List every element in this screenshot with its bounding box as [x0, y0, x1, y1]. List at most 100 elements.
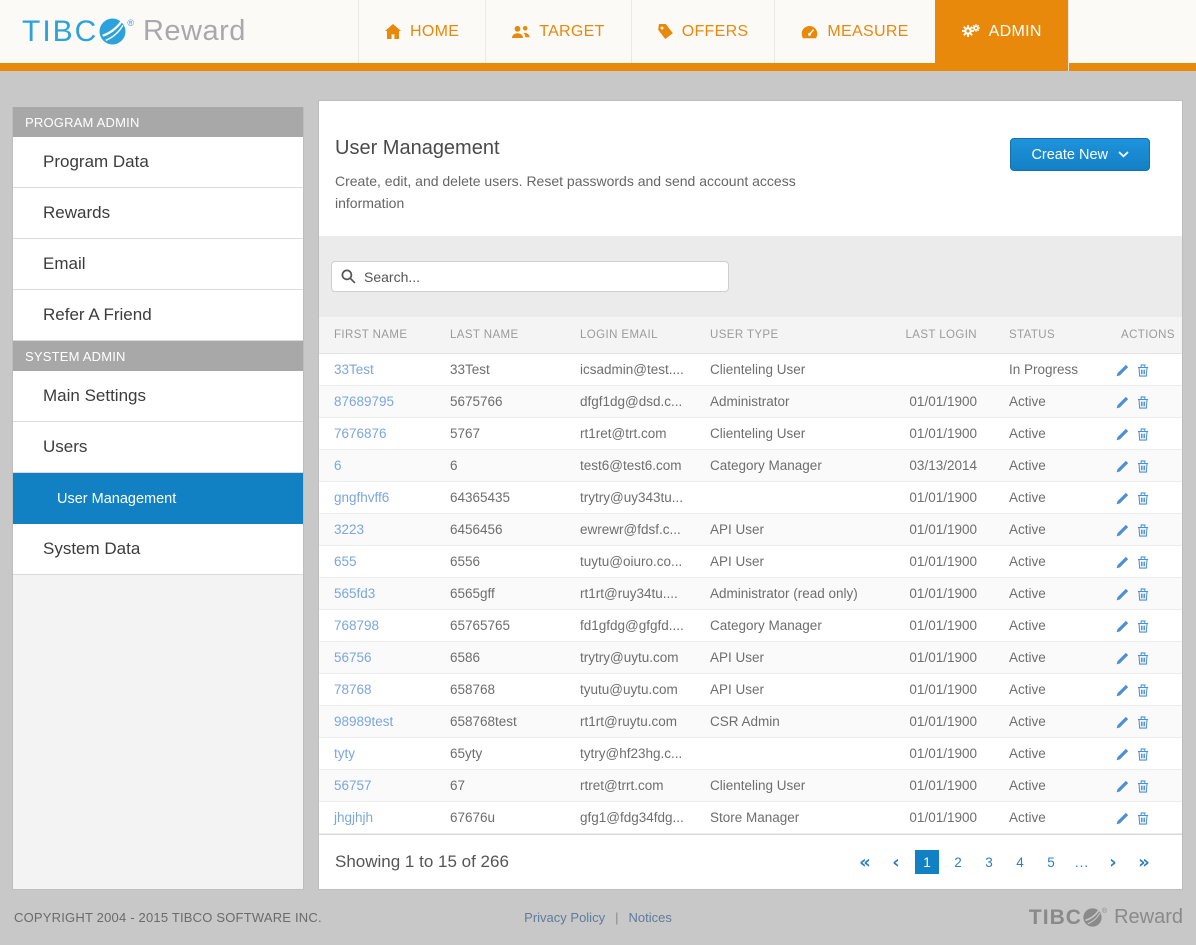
delete-icon[interactable] — [1137, 812, 1149, 825]
edit-icon[interactable] — [1116, 620, 1129, 633]
delete-icon[interactable] — [1137, 620, 1149, 633]
next-page-icon[interactable]: › — [1109, 851, 1117, 873]
cell-last-name: 65yty — [450, 737, 580, 771]
edit-icon[interactable] — [1116, 524, 1129, 537]
sidebar-item-program-data[interactable]: Program Data — [13, 137, 303, 188]
nav-tab-offers[interactable]: OFFERS — [630, 0, 775, 63]
edit-icon[interactable] — [1116, 716, 1129, 729]
first-page-icon[interactable]: « — [859, 851, 871, 873]
footer-link-privacy-policy[interactable]: Privacy Policy — [524, 910, 606, 925]
cell-user-type — [710, 481, 890, 515]
cell-login-email: ewrewr@fdsf.c... — [580, 513, 710, 547]
cell-login-email: trytry@uytu.com — [580, 641, 710, 675]
cell-actions — [1094, 513, 1182, 547]
col-actions: ACTIONS — [1094, 316, 1182, 355]
delete-icon[interactable] — [1137, 588, 1149, 601]
edit-icon[interactable] — [1116, 428, 1129, 441]
cell-login-email: rt1ret@trt.com — [580, 417, 710, 451]
edit-icon[interactable] — [1116, 396, 1129, 409]
edit-icon[interactable] — [1116, 460, 1129, 473]
user-link[interactable]: 3223 — [334, 522, 365, 538]
nav-tab-measure[interactable]: MEASURE — [774, 0, 934, 63]
create-new-button[interactable]: Create New — [1010, 138, 1150, 171]
user-link[interactable]: 768798 — [334, 618, 380, 634]
delete-icon[interactable] — [1137, 716, 1149, 729]
cell-last-name: 64365435 — [450, 481, 580, 515]
delete-icon[interactable] — [1137, 556, 1149, 569]
edit-icon[interactable] — [1116, 364, 1129, 377]
user-link[interactable]: 7676876 — [334, 426, 387, 442]
user-link[interactable]: 56757 — [334, 778, 372, 794]
user-link[interactable]: 655 — [334, 554, 357, 570]
sidebar-item-users[interactable]: Users — [13, 422, 303, 473]
edit-icon[interactable] — [1116, 780, 1129, 793]
sidebar-item-main-settings[interactable]: Main Settings — [13, 371, 303, 422]
delete-icon[interactable] — [1137, 780, 1149, 793]
user-link[interactable]: 87689795 — [334, 394, 395, 410]
cell-login-email: tuytu@oiuro.co... — [580, 545, 710, 579]
user-link[interactable]: 565fd3 — [334, 586, 376, 602]
sidebar-item-email[interactable]: Email — [13, 239, 303, 290]
edit-icon[interactable] — [1116, 652, 1129, 665]
delete-icon[interactable] — [1137, 428, 1149, 441]
footer-tibco-swoosh-icon — [1083, 908, 1102, 927]
sidebar-item-user-management[interactable]: User Management — [13, 473, 303, 524]
user-link[interactable]: 78768 — [334, 682, 372, 698]
edit-icon[interactable] — [1116, 556, 1129, 569]
page-button-1[interactable]: 1 — [915, 850, 939, 875]
cell-status: Active — [982, 513, 1094, 547]
tibco-swoosh-icon — [99, 18, 126, 45]
last-page-icon[interactable]: » — [1138, 851, 1150, 873]
delete-icon[interactable] — [1137, 364, 1149, 377]
pagination-bar: Showing 1 to 15 of 266 « ‹ 1 2 3 4 5... › » — [319, 834, 1182, 889]
page-button-5[interactable]: 5 — [1047, 854, 1055, 870]
delete-icon[interactable] — [1137, 524, 1149, 537]
nav-tab-home[interactable]: HOME — [358, 0, 485, 63]
cell-user-type: API User — [710, 641, 890, 675]
gears-icon — [961, 23, 980, 40]
user-link[interactable]: 6 — [334, 458, 342, 474]
user-link[interactable]: 56756 — [334, 650, 372, 666]
cell-actions — [1094, 609, 1182, 643]
cell-last-login: 01/01/1900 — [890, 609, 982, 643]
user-link[interactable]: 33Test — [334, 362, 374, 378]
pager: « ‹ 1 2 3 4 5... › » — [853, 850, 1156, 875]
cell-user-type: Clienteling User — [710, 769, 890, 803]
cell-status: Active — [982, 449, 1094, 483]
page-button-2[interactable]: 2 — [954, 854, 962, 870]
sidebar-section-program-admin: PROGRAM ADMIN — [13, 107, 303, 137]
edit-icon[interactable] — [1116, 812, 1129, 825]
page-button-4[interactable]: 4 — [1016, 854, 1024, 870]
delete-icon[interactable] — [1137, 684, 1149, 697]
table-row: 78768 658768 tyutu@uytu.com API User 01/01/1… — [319, 673, 1182, 707]
delete-icon[interactable] — [1137, 492, 1149, 505]
nav-tab-target[interactable]: TARGET — [485, 0, 631, 63]
search-input[interactable] — [331, 261, 729, 293]
user-link[interactable]: gngfhvff6 — [334, 490, 390, 506]
cell-first-name: gngfhvff6 — [319, 481, 450, 515]
cell-last-login: 01/01/1900 — [890, 673, 982, 707]
sidebar-item-rewards[interactable]: Rewards — [13, 188, 303, 239]
user-link[interactable]: tyty — [334, 746, 356, 762]
footer-link-notices[interactable]: Notices — [628, 910, 672, 925]
user-link[interactable]: jhgjhjh — [334, 810, 374, 826]
page-button-3[interactable]: 3 — [985, 854, 993, 870]
cell-last-name: 5675766 — [450, 385, 580, 419]
nav-tab-admin[interactable]: ADMIN — [934, 0, 1069, 71]
edit-icon[interactable] — [1116, 588, 1129, 601]
cell-status: Active — [982, 609, 1094, 643]
cell-last-name: 658768test — [450, 705, 580, 739]
cell-last-name: 6456456 — [450, 513, 580, 547]
sidebar-item-refer-a-friend[interactable]: Refer A Friend — [13, 290, 303, 341]
sidebar-item-system-data[interactable]: System Data — [13, 524, 303, 575]
delete-icon[interactable] — [1137, 652, 1149, 665]
edit-icon[interactable] — [1116, 748, 1129, 761]
user-link[interactable]: 98989test — [334, 714, 394, 730]
cell-actions — [1094, 673, 1182, 707]
edit-icon[interactable] — [1116, 684, 1129, 697]
prev-page-icon[interactable]: ‹ — [892, 851, 900, 873]
delete-icon[interactable] — [1137, 748, 1149, 761]
edit-icon[interactable] — [1116, 492, 1129, 505]
delete-icon[interactable] — [1137, 396, 1149, 409]
delete-icon[interactable] — [1137, 460, 1149, 473]
